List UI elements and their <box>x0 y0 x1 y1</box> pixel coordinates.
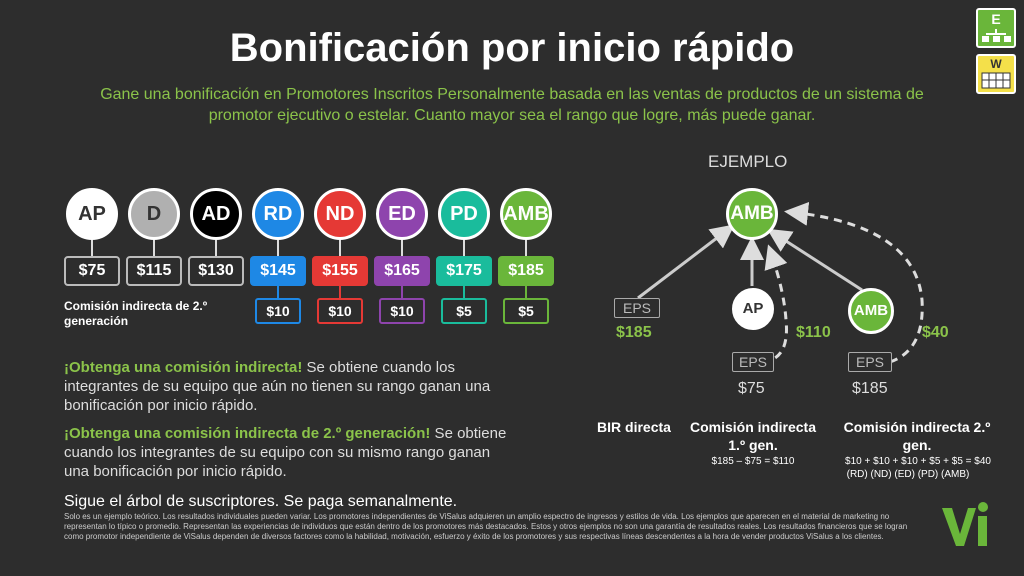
calendar-icon-letter: W <box>990 57 1002 71</box>
gen2-amount-pd: $5 <box>441 298 487 324</box>
calendar-icon[interactable]: W <box>976 54 1016 94</box>
rank-stem <box>401 240 403 256</box>
para1-text: Se obtiene cuando los integrantes de su … <box>64 359 491 414</box>
gen2-stem <box>401 286 403 298</box>
col-2nd-gen: Comisión indirecta 2.º gen. <box>843 419 991 453</box>
rank-amount-rd: $145 <box>250 256 306 286</box>
rank-badge-rd: RD <box>252 188 304 240</box>
follow-tree-text: Sigue el árbol de suscriptores. Se paga … <box>64 493 458 510</box>
indirect-commission-paragraph: ¡Obtenga una comisión indirecta! Se obti… <box>64 358 514 415</box>
gen2-commission-label: Comisión indirecta de 2.º generación <box>64 299 208 328</box>
vi-logo-icon <box>942 502 988 546</box>
gen2-stem <box>525 286 527 298</box>
calendar-grid <box>981 72 1011 89</box>
rank-amount-nd: $155 <box>312 256 368 286</box>
gen2-stem <box>277 286 279 298</box>
rank-amount-amb: $185 <box>498 256 554 286</box>
rank-amount-ad: $130 <box>188 256 244 286</box>
page-subtitle: Gane una bonificación en Promotores Insc… <box>100 86 924 124</box>
col-1st-gen: Comisión indirecta 1.º gen. <box>689 419 817 453</box>
rank-amount-ap: $75 <box>64 256 120 286</box>
top-amb-node: AMB <box>726 188 778 240</box>
gen2-amount-nd: $10 <box>317 298 363 324</box>
example-label: EJEMPLO <box>708 152 788 171</box>
org-chart-icon[interactable]: E <box>976 8 1016 48</box>
rank-stem <box>525 240 527 256</box>
rank-badge-ad: AD <box>190 188 242 240</box>
para2-highlight: ¡Obtenga una comisión indirecta de 2.º g… <box>64 425 431 442</box>
ap-node-label: AP <box>742 300 764 317</box>
rank-stem <box>339 240 341 256</box>
dashed-right <box>784 201 924 364</box>
rank-stem <box>215 240 217 256</box>
mid-eps-box: EPS <box>732 352 774 372</box>
gen2-commission-paragraph: ¡Obtenga una comisión indirecta de 2.º g… <box>64 424 514 481</box>
rank-stem <box>91 240 93 256</box>
line-amb-to-top <box>766 228 863 292</box>
top-node-label: AMB <box>730 203 774 224</box>
line-eps-to-top <box>637 224 735 300</box>
right-eps-value: $185 <box>852 380 888 397</box>
rank-badge-ed: ED <box>376 188 428 240</box>
rank-badge-nd: ND <box>314 188 366 240</box>
right-amb-node: AMB <box>848 288 894 334</box>
rank-stem <box>153 240 155 256</box>
col-direct-bir: BIR directa <box>597 419 671 435</box>
org-chart-icon-letter: E <box>991 11 1001 27</box>
right-amount: $40 <box>922 324 949 341</box>
rank-amount-ed: $165 <box>374 256 430 286</box>
gen2-amount-ed: $10 <box>379 298 425 324</box>
dashed-mid <box>761 244 788 364</box>
rank-amount-d: $115 <box>126 256 182 286</box>
right-node-label: AMB <box>853 302 889 319</box>
col-2nd-gen-ranks: (RD) (ND) (ED) (PD) (AMB) <box>846 469 970 480</box>
rank-stem <box>463 240 465 256</box>
left-amount: $185 <box>616 324 652 341</box>
org-chart-lines <box>982 29 1011 42</box>
left-eps-box: EPS <box>614 298 660 318</box>
para2-text: Se obtiene cuando los integrantes de su … <box>64 425 507 480</box>
rank-badge-ap: AP <box>66 188 118 240</box>
rank-amount-pd: $175 <box>436 256 492 286</box>
gen2-amount-amb: $5 <box>503 298 549 324</box>
page-title: Bonificación por inicio rápido <box>229 26 795 70</box>
gen2-amount-rd: $10 <box>255 298 301 324</box>
gen2-stem <box>339 286 341 298</box>
right-eps-box: EPS <box>848 352 892 372</box>
col-2nd-gen-formula: $10 + $10 + $10 + $5 + $5 = $40 <box>845 456 991 467</box>
rank-badge-pd: PD <box>438 188 490 240</box>
rank-badge-amb: AMB <box>500 188 552 240</box>
para1-highlight: ¡Obtenga una comisión indirecta! <box>64 359 303 376</box>
mid-amount: $110 <box>796 324 831 341</box>
mid-eps-value: $75 <box>738 380 765 397</box>
disclaimer-text: Solo es un ejemplo teórico. Los resultad… <box>64 512 908 541</box>
gen2-stem <box>463 286 465 298</box>
col-1st-gen-formula: $185 – $75 = $110 <box>711 456 795 467</box>
ap-node: AP <box>732 288 774 330</box>
rank-badge-d: D <box>128 188 180 240</box>
rank-stem <box>277 240 279 256</box>
